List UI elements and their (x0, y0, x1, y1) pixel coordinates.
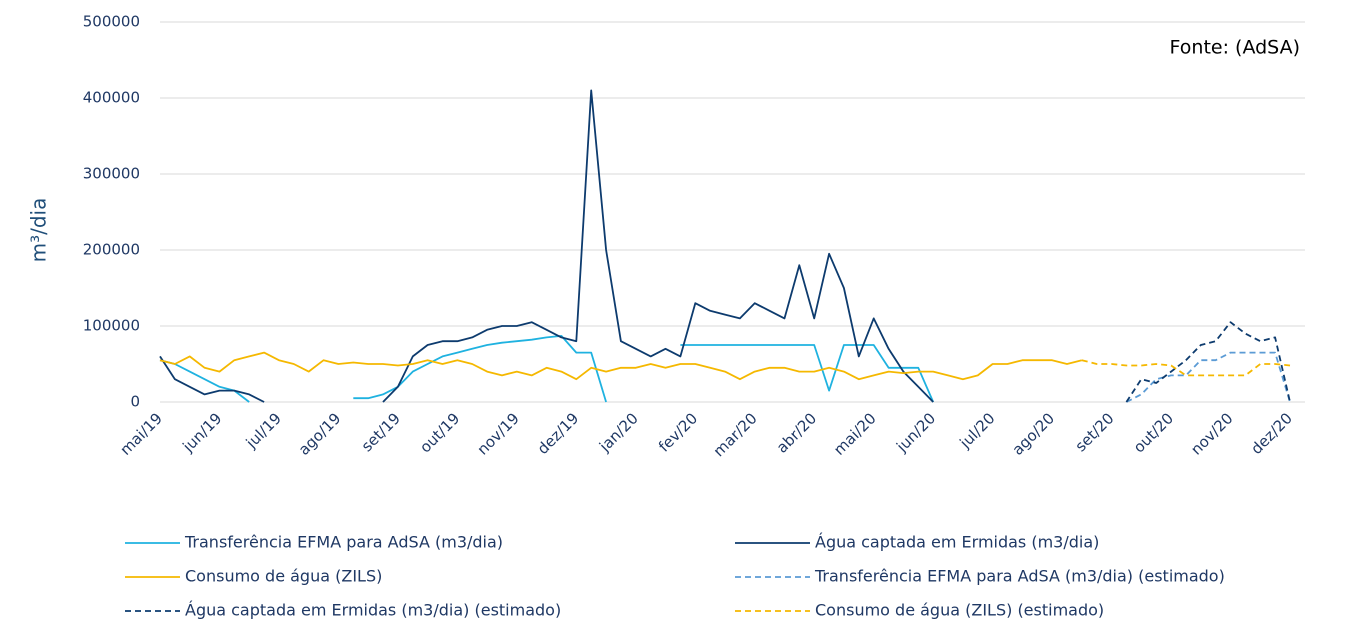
legend-label: Consumo de água (ZILS) (estimado) (815, 601, 1104, 620)
series-line (159, 355, 265, 403)
series-line (1125, 351, 1291, 403)
legend-label: Transferência EFMA para AdSA (m3/dia) (e… (814, 567, 1225, 586)
legend-label: Água captada em Ermidas (m3/dia) (815, 533, 1099, 552)
x-tick-label: jan/20 (595, 409, 642, 456)
x-tick-label: set/19 (358, 409, 404, 455)
y-tick-label: 400000 (83, 89, 140, 107)
x-tick-label: jul/20 (956, 409, 999, 452)
x-tick-label: mar/20 (710, 409, 761, 460)
x-tick-label: dez/19 (534, 409, 583, 458)
series-line (1125, 321, 1291, 403)
series-line (159, 351, 1083, 381)
series-line (680, 344, 935, 403)
legend-label: Água captada em Ermidas (m3/dia) (estima… (185, 601, 561, 620)
y-tick-label: 500000 (83, 13, 140, 31)
x-tick-label: mai/20 (830, 409, 880, 459)
x-tick-label: fev/20 (655, 409, 701, 455)
x-tick-label: jun/19 (179, 409, 226, 456)
series-line (353, 335, 607, 403)
x-tick-label: nov/19 (474, 409, 523, 458)
y-axis-label: m³/dia (27, 198, 51, 263)
series-line (1081, 359, 1291, 377)
x-tick-label: abr/20 (773, 409, 820, 456)
legend-label: Consumo de água (ZILS) (185, 567, 382, 586)
x-tick-label: dez/20 (1247, 409, 1296, 458)
legend-label: Transferência EFMA para AdSA (m3/dia) (184, 533, 503, 552)
x-tick-label: set/20 (1072, 409, 1118, 455)
series-line (382, 89, 934, 403)
y-tick-label: 0 (130, 393, 140, 411)
x-tick-label: nov/20 (1187, 409, 1236, 458)
y-tick-label: 300000 (83, 165, 140, 183)
x-tick-label: jul/19 (242, 409, 285, 452)
x-tick-label: ago/19 (295, 409, 345, 459)
x-tick-label: mai/19 (116, 409, 166, 459)
x-tick-label: jun/20 (892, 409, 939, 456)
x-tick-label: out/19 (416, 409, 463, 456)
y-tick-label: 100000 (83, 317, 140, 335)
series-line (159, 359, 250, 403)
annotation: Fonte: (AdSA) (1170, 37, 1300, 59)
x-tick-label: ago/20 (1009, 409, 1059, 459)
x-tick-label: out/20 (1130, 409, 1177, 456)
y-tick-label: 200000 (83, 241, 140, 259)
